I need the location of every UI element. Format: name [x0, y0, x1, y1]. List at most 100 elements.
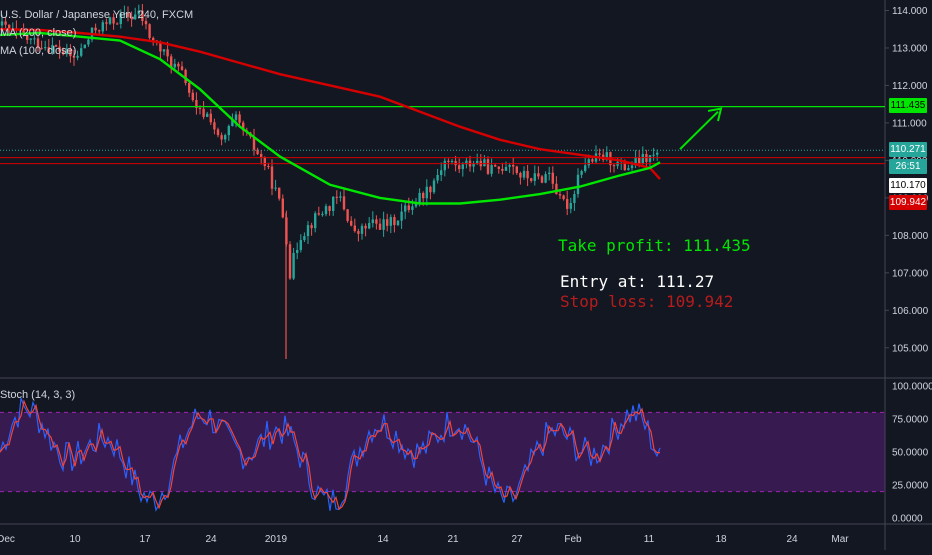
- candle-body: [224, 135, 227, 140]
- candle-body: [422, 192, 425, 199]
- price-tick-label: 111.000: [892, 118, 927, 129]
- stoch-tick-label: 25.0000: [892, 481, 929, 492]
- projection-arrow-shaft: [679, 110, 719, 150]
- time-tick-label: 17: [139, 534, 151, 545]
- candle-body: [540, 176, 544, 183]
- price-tick-label: 108.000: [892, 231, 929, 242]
- time-tick-label: Mar: [831, 534, 849, 545]
- candle-body: [87, 39, 90, 45]
- candle-body: [436, 174, 439, 181]
- candle-body: [83, 44, 86, 49]
- candle-body: [465, 160, 468, 165]
- candle-body: [126, 13, 130, 17]
- time-tick-label: 2019: [265, 534, 288, 545]
- candle-body: [425, 186, 428, 199]
- candle-body: [418, 192, 421, 203]
- candle-body: [548, 172, 551, 175]
- candle-body: [202, 108, 205, 117]
- stoch-tick-label: 0.0000: [892, 514, 923, 525]
- candle-body: [364, 225, 367, 229]
- candle-body: [339, 196, 342, 198]
- candle-body: [623, 160, 626, 171]
- candle-body: [630, 165, 634, 169]
- candle-body: [29, 38, 32, 40]
- ma200-legend[interactable]: MA (200, close): [0, 27, 77, 39]
- candle-body: [80, 48, 83, 56]
- candle-body: [105, 22, 108, 24]
- candle-body: [267, 166, 270, 168]
- candle-body: [450, 161, 454, 163]
- candle-body: [317, 213, 320, 215]
- candle-body: [220, 135, 223, 140]
- candle-body: [332, 196, 335, 211]
- candle-body: [8, 24, 11, 29]
- price-tick-label: 106.000: [892, 306, 929, 317]
- candle-body: [33, 38, 36, 40]
- candle-body: [263, 156, 266, 167]
- candle-body: [584, 165, 587, 172]
- candle-body: [533, 173, 536, 181]
- candle-body: [116, 23, 119, 25]
- candle-body: [407, 205, 410, 210]
- entry-note: Entry at: 111.27: [560, 272, 715, 291]
- candle-body: [461, 164, 464, 170]
- candle-body: [497, 166, 500, 169]
- candle-body: [342, 196, 346, 210]
- candle-body: [234, 114, 238, 120]
- candle-body: [206, 113, 209, 117]
- candle-body: [310, 225, 313, 229]
- candle-body: [242, 122, 245, 131]
- candle-body: [51, 45, 54, 53]
- candle-body: [0, 21, 4, 26]
- candle-body: [213, 122, 216, 130]
- candle-body: [558, 194, 562, 196]
- ma200-line: [0, 28, 661, 180]
- candle-body: [306, 225, 310, 237]
- candle-body: [429, 186, 432, 193]
- candle-body: [281, 198, 284, 218]
- candle-body: [350, 220, 353, 226]
- candle-body: [612, 165, 616, 167]
- candle-body: [490, 165, 493, 174]
- stoch-tick-label: 75.0000: [892, 415, 929, 426]
- candle-body: [638, 156, 641, 164]
- candle-body: [65, 48, 68, 55]
- candle-body: [573, 193, 576, 203]
- candle-body: [522, 170, 526, 178]
- candle-body: [123, 13, 126, 15]
- candle-body: [562, 195, 565, 200]
- time-tick-label: 24: [205, 534, 217, 545]
- price-tick-label: 112.000: [892, 81, 928, 92]
- candle-body: [512, 164, 515, 167]
- candle-body: [580, 171, 583, 175]
- time-tick-label: 18: [715, 534, 727, 545]
- candle-body: [393, 217, 396, 226]
- candle-body: [504, 166, 508, 171]
- candle-body: [58, 46, 61, 52]
- candle-body: [209, 113, 212, 123]
- candle-body: [119, 13, 122, 25]
- candle-body: [72, 56, 76, 58]
- stoch-band: [0, 412, 885, 492]
- candle-body: [141, 10, 144, 22]
- candle-body: [598, 153, 601, 155]
- candle-body: [569, 202, 572, 209]
- time-tick-label: 14: [377, 534, 389, 545]
- price-tick-label: 114.000: [892, 6, 928, 17]
- candle-body: [400, 211, 403, 221]
- candle-body: [360, 225, 364, 234]
- candle-body: [652, 154, 655, 156]
- time-tick-label: Dec: [0, 534, 15, 545]
- candle-body: [62, 51, 65, 55]
- candle-body: [515, 166, 518, 173]
- candle-body: [389, 217, 392, 226]
- ma100-legend[interactable]: MA (100, close): [0, 45, 77, 57]
- candle-body: [76, 55, 79, 58]
- candle-body: [321, 214, 324, 216]
- stoch-tick-label: 100.0000: [892, 382, 932, 393]
- stoch-legend[interactable]: Stoch (14, 3, 3): [0, 389, 76, 401]
- candle-body: [328, 206, 331, 211]
- candle-body: [134, 14, 137, 20]
